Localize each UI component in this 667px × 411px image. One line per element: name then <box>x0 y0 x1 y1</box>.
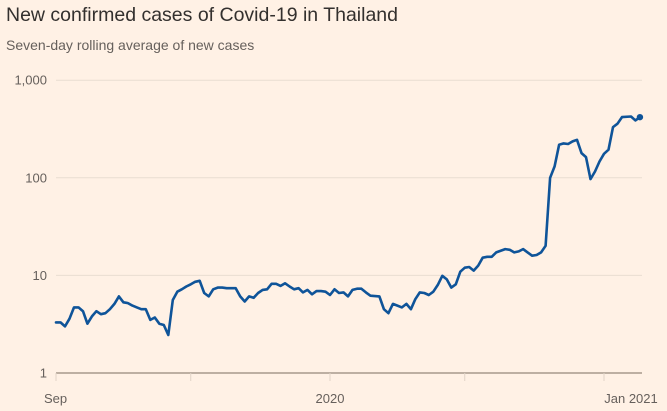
y-tick-label: 1 <box>40 366 47 381</box>
x-tick-label: Sep <box>44 391 67 406</box>
y-tick-label: 100 <box>25 170 47 185</box>
chart-subtitle: Seven-day rolling average of new cases <box>6 37 255 53</box>
x-tick-label: 2020 <box>316 391 345 406</box>
y-tick-label: 10 <box>33 268 47 283</box>
x-tick-label: Jan 2021 <box>604 391 658 406</box>
series-line <box>54 115 642 337</box>
end-point-marker <box>636 113 644 121</box>
y-tick-label: 1,000 <box>14 73 47 88</box>
chart-title: New confirmed cases of Covid-19 in Thail… <box>6 4 398 26</box>
